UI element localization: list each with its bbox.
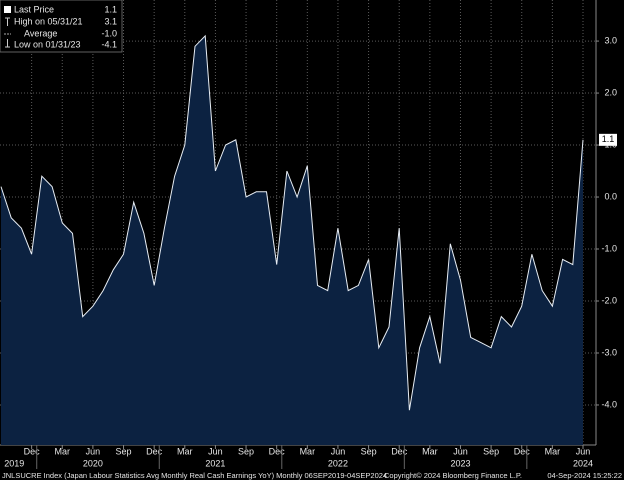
x-tick-label: Dec — [514, 446, 531, 456]
x-tick-label: Dec — [146, 446, 163, 456]
legend-swatch — [4, 6, 11, 13]
y-tick-label: -1.0 — [601, 243, 617, 253]
footer-timestamp: 04-Sep-2024 15:25:22 — [547, 471, 622, 480]
x-tick-label: Mar — [177, 446, 193, 456]
legend: Last Price 1.1 High on 05/31/21 3.1 -1.0… — [0, 0, 123, 53]
y-tick-label: 2.0 — [604, 87, 617, 97]
legend-label: Low on 01/31/23 — [14, 39, 81, 49]
x-tick-label: Jun — [86, 446, 101, 456]
area — [1, 35, 583, 446]
footer-source: JNLSUCRE Index (Japan Labour Statistics … — [2, 471, 387, 480]
x-tick-label: Dec — [269, 446, 286, 456]
x-tick-label: Jun — [576, 446, 591, 456]
x-tick-label: Mar — [422, 446, 438, 456]
legend-icon — [5, 39, 10, 48]
x-tick-label: Jun — [208, 446, 223, 456]
legend-box — [0, 0, 123, 53]
x-tick-label: Dec — [24, 446, 41, 456]
legend-label: Average — [24, 28, 57, 38]
year-label: 2022 — [328, 458, 348, 468]
year-label: 2024 — [573, 458, 593, 468]
y-tick-label: 0.0 — [604, 191, 617, 201]
year-label: 2020 — [83, 458, 103, 468]
x-tick-label: Jun — [453, 446, 468, 456]
footer-copyright: Copyright© 2024 Bloomberg Finance L.P. — [384, 471, 522, 480]
x-tick-label: Sep — [361, 446, 377, 456]
legend-value: -4.1 — [101, 39, 117, 49]
legend-value: 3.1 — [104, 16, 117, 26]
y-tick-label: -3.0 — [601, 347, 617, 357]
x-tick-label: Sep — [238, 446, 254, 456]
y-tick-label: -2.0 — [601, 295, 617, 305]
legend-label: Last Price — [14, 4, 54, 14]
legend-value: 1.1 — [104, 4, 117, 14]
year-label: 2019 — [4, 458, 24, 468]
legend-value: -1.0 — [101, 28, 117, 38]
x-tick-label: Mar — [545, 446, 561, 456]
x-tick-label: Sep — [116, 446, 132, 456]
year-label: 2023 — [450, 458, 470, 468]
year-label: 2021 — [205, 458, 225, 468]
y-tick-label: -4.0 — [601, 399, 617, 409]
x-tick-label: Mar — [55, 446, 71, 456]
line — [0, 34, 584, 411]
y-tick-label: 3.0 — [604, 35, 617, 45]
legend-label: High on 05/31/21 — [14, 16, 83, 26]
x-tick-label: Sep — [483, 446, 499, 456]
x-tick-label: Mar — [300, 446, 316, 456]
last-price-label: 1.1 — [602, 134, 615, 144]
x-tick-label: Jun — [331, 446, 346, 456]
last-price-tag — [599, 133, 617, 146]
x-tick-label: Dec — [391, 446, 408, 456]
legend-icon — [5, 17, 10, 26]
